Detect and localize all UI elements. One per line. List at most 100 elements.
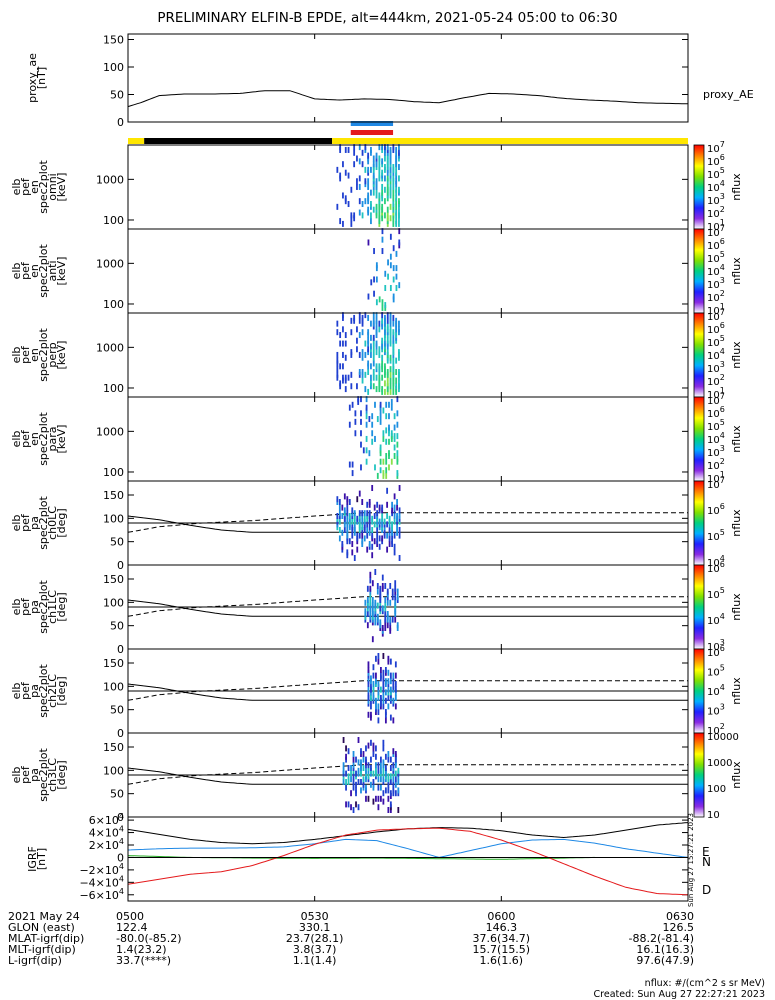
spectrogram-cell <box>372 354 375 361</box>
pitch-angle-cell <box>389 625 392 631</box>
pitch-angle-cell <box>380 686 382 693</box>
y-tick-label: 150 <box>103 657 124 670</box>
pitch-angle-cell <box>387 703 390 710</box>
pitch-angle-cell <box>393 493 396 500</box>
pitch-angle-cell <box>378 543 381 550</box>
pitch-angle-cell <box>382 790 385 797</box>
pitch-angle-cell <box>355 756 357 763</box>
y-tick-label: 50 <box>110 536 124 549</box>
pitch-angle-cell <box>362 751 365 757</box>
pitch-angle-cell <box>384 667 387 673</box>
pitch-angle-cell <box>391 507 393 514</box>
pitch-angle-cell <box>379 605 382 612</box>
spectrogram-cell <box>350 349 353 356</box>
spectrogram-cell <box>336 329 339 336</box>
pitch-angle-cell <box>366 597 369 603</box>
colorbar-title: nflux <box>730 425 743 453</box>
pitch-angle-cell <box>356 546 359 553</box>
pitch-angle-cell <box>372 798 375 805</box>
pitch-angle-cell <box>372 672 375 679</box>
pitch-angle-cell <box>384 697 387 704</box>
spectrogram-cell <box>390 430 393 437</box>
y-tick-label: 0 <box>117 116 124 129</box>
spectrogram-cell <box>381 312 384 319</box>
spectrogram-cell <box>398 349 400 356</box>
spectrogram-cell <box>358 183 361 190</box>
pitch-angle-cell <box>377 804 380 811</box>
spectrogram-cell <box>398 144 400 151</box>
spectrogram-cell <box>384 155 386 162</box>
spectrogram-cell <box>378 172 381 179</box>
pitch-angle-cell <box>353 524 356 531</box>
spectrogram-cell <box>385 472 388 479</box>
ephemeris-value: 33.7(****) <box>116 954 171 967</box>
pitch-angle-cell <box>384 709 387 715</box>
colorbar <box>693 648 705 734</box>
pitch-angle-cell <box>365 745 367 752</box>
spectrogram-cell <box>344 354 347 361</box>
pitch-angle-cell <box>348 513 351 519</box>
pitch-angle-cell <box>365 767 367 774</box>
spectrogram-cell <box>386 317 389 324</box>
pitch-angle-cell <box>387 686 390 693</box>
pitch-angle-cell <box>391 616 394 623</box>
spectrogram-cell <box>386 323 389 330</box>
spectrogram-cell <box>374 401 376 408</box>
colorbar <box>693 396 705 482</box>
pitch-angle-cell <box>397 787 400 794</box>
spectrogram-cell <box>360 430 362 437</box>
spectrogram-cell <box>350 220 353 227</box>
pitch-angle-cell <box>366 521 369 528</box>
pitch-angle-cell <box>381 574 384 581</box>
spectrogram-cell <box>356 326 358 333</box>
spectrogram-cell <box>344 195 347 202</box>
spectrogram-cell <box>375 312 378 319</box>
pitch-angle-cell <box>364 608 367 615</box>
pitch-angle-cell <box>369 577 372 584</box>
spectrogram-cell <box>360 410 362 417</box>
spectrogram-cell <box>379 401 382 408</box>
spectrogram-cell <box>393 453 396 460</box>
spectrogram-cell <box>358 198 361 205</box>
spectrogram-cell <box>350 212 353 219</box>
spectrogram-cell <box>367 388 370 395</box>
pitch-angle-cell <box>368 541 371 547</box>
spectrogram-cell <box>396 450 399 457</box>
pitch-angle-cell <box>367 667 370 673</box>
spectrogram-cell <box>361 354 364 361</box>
ephemeris-row-label: MLAT-igrf(dip) <box>8 932 85 945</box>
pitch-angle-cell <box>380 672 382 679</box>
pitch-angle-cell <box>382 697 385 704</box>
pitch-angle-cell <box>341 504 344 511</box>
spectrogram-cell <box>375 276 378 283</box>
footer-units: nflux: #/(cm^2 s sr MeV) <box>644 978 765 989</box>
pitch-angle-cell <box>352 784 355 791</box>
pitch-angle-cell <box>342 767 345 774</box>
status-bar-segment <box>128 138 145 144</box>
pitch-angle-cell <box>336 513 339 519</box>
y-tick-label: 100 <box>103 764 124 777</box>
spectrogram-cell <box>398 228 401 235</box>
pitch-angle-cell <box>373 513 376 519</box>
spectrogram-cell <box>365 447 368 454</box>
pitch-angle-cell <box>392 678 395 685</box>
spectrogram-cell <box>381 228 384 235</box>
spectrogram-cell <box>392 337 395 344</box>
pitch-angle-cell <box>396 588 399 595</box>
pitch-angle-cell <box>368 529 371 536</box>
spectrogram-cell <box>398 198 400 205</box>
spectrogram-cell <box>372 343 375 350</box>
spectrogram-cell <box>336 366 339 373</box>
spectrogram-cell <box>372 349 375 356</box>
spectrogram-cell <box>389 233 392 240</box>
ephemeris-value: 122.4 <box>116 921 148 934</box>
spectrogram-cell <box>390 404 393 411</box>
spectrogram-cell <box>396 470 399 477</box>
y-tick-label: 100 <box>103 466 124 479</box>
spectrogram-cell <box>396 410 399 417</box>
spectrogram-cell <box>393 444 396 451</box>
spectrogram-cell <box>392 201 395 208</box>
spectrogram-cell <box>354 430 357 437</box>
spectrogram-cell <box>372 206 375 213</box>
spectrogram-cell <box>393 433 396 440</box>
